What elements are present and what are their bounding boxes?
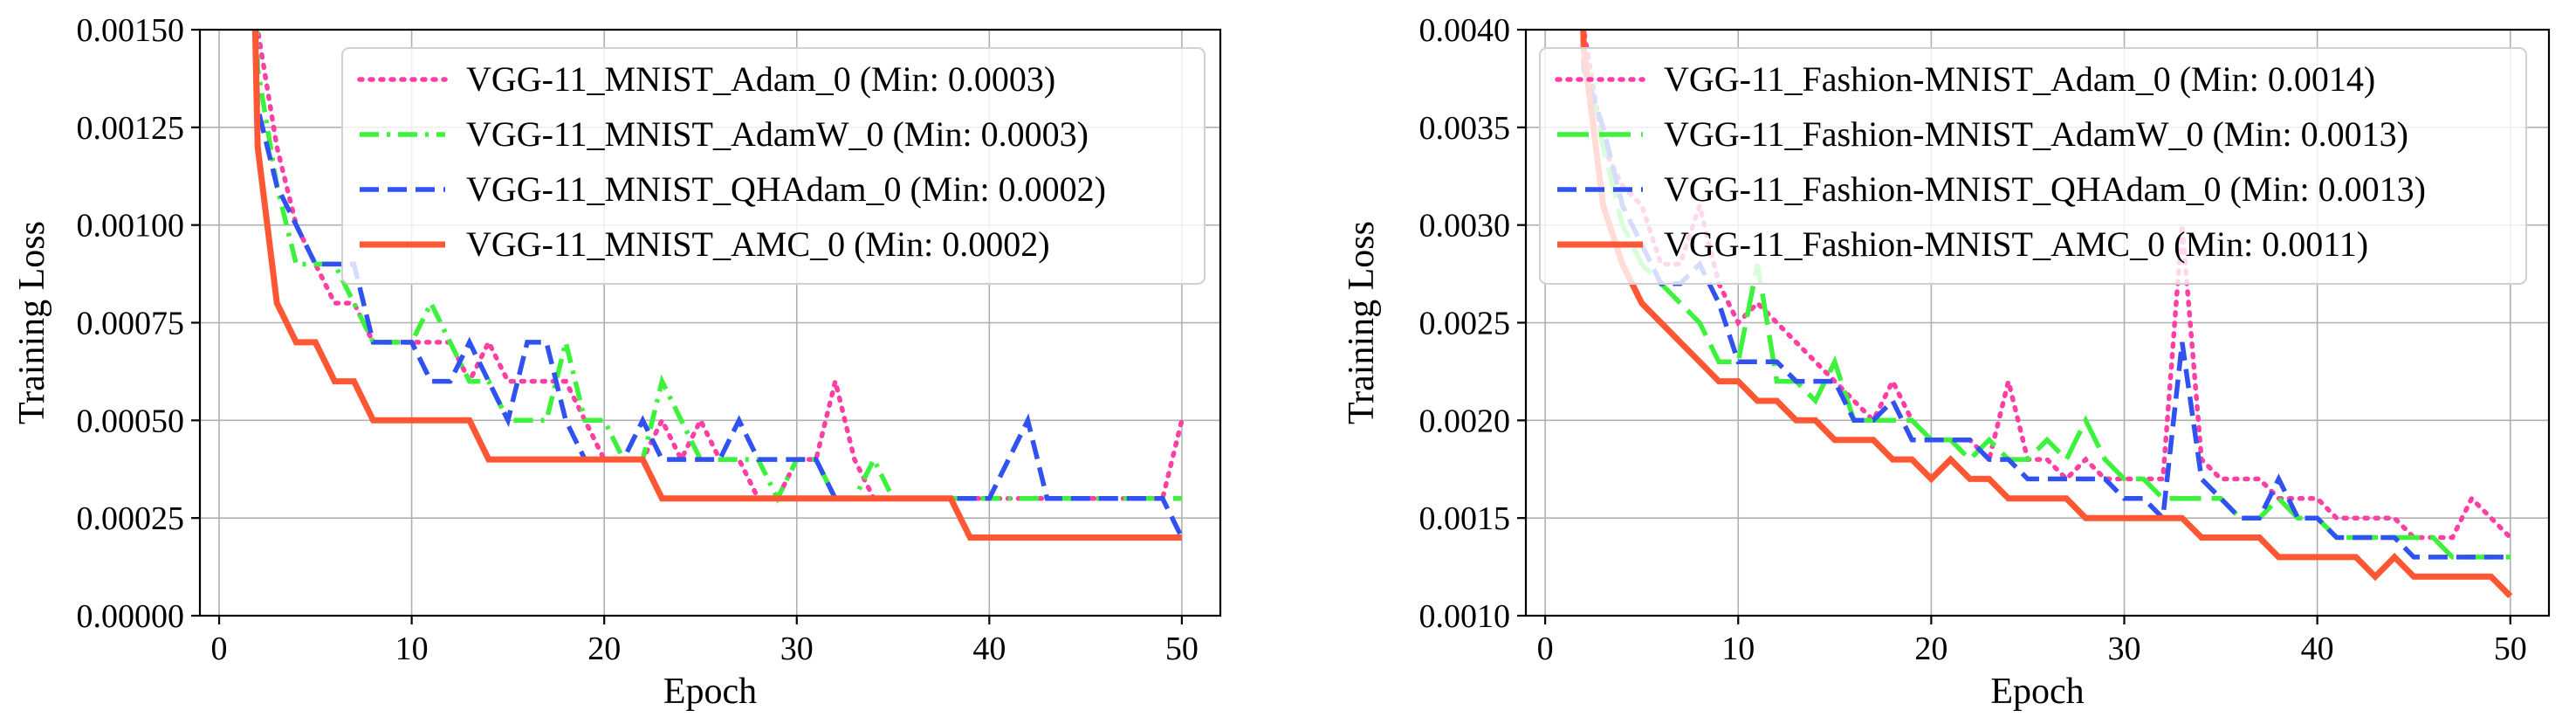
x-tick-label: 50 — [2494, 631, 2527, 667]
legend-label-3: VGG-11_Fashion-MNIST_AMC_0 (Min: 0.0011) — [1664, 224, 2368, 264]
y-tick-label: 0.00000 — [77, 598, 185, 635]
x-tick-label: 10 — [1721, 631, 1755, 667]
series-line-2 — [253, 30, 1185, 539]
y-tick-label: 0.0025 — [1419, 306, 1511, 342]
y-tick-label: 0.00125 — [77, 110, 185, 147]
series-line-2 — [1580, 30, 2511, 560]
x-tick-label: 0 — [211, 631, 228, 667]
legend: VGG-11_Fashion-MNIST_Adam_0 (Min: 0.0014… — [1539, 47, 2527, 285]
plot-frame — [198, 28, 1222, 617]
series-line-0 — [1581, 30, 2513, 541]
legend: VGG-11_MNIST_Adam_0 (Min: 0.0003) VGG-11_… — [341, 47, 1206, 285]
y-tick-label: 0.0020 — [1419, 403, 1511, 439]
y-tick-label: 0.0010 — [1419, 598, 1511, 635]
x-tick-label: 10 — [395, 631, 429, 667]
legend-label-2: VGG-11_MNIST_QHAdam_0 (Min: 0.0002) — [466, 169, 1106, 209]
y-tick-label: 0.0015 — [1419, 500, 1511, 537]
legend-label-1: VGG-11_MNIST_AdamW_0 (Min: 0.0003) — [466, 114, 1089, 154]
plot-frame — [1524, 28, 2551, 617]
y-tick-label: 0.0040 — [1419, 12, 1511, 49]
x-axis-label: Epoch — [1990, 672, 2084, 712]
x-tick-label: 40 — [972, 631, 1006, 667]
x-tick-label: 30 — [780, 631, 814, 667]
x-tick-label: 0 — [1537, 631, 1554, 667]
y-tick-label: 0.00075 — [77, 306, 185, 342]
series-group — [251, 30, 1185, 541]
y-tick-label: 0.0030 — [1419, 208, 1511, 245]
legend-box — [1539, 47, 2527, 285]
x-tick-label: 40 — [2301, 631, 2334, 667]
series-line-1 — [1581, 30, 2511, 560]
legend-label-0: VGG-11_Fashion-MNIST_Adam_0 (Min: 0.0014… — [1664, 59, 2375, 99]
x-tick-label: 20 — [587, 631, 621, 667]
legend-label-0: VGG-11_MNIST_Adam_0 (Min: 0.0003) — [466, 59, 1055, 99]
chart-panel-fashion-mnist: 0 10 20 30 40 50 0.0010 0.0015 0.0020 0.0025 0.003… — [1342, 12, 2551, 712]
x-tick-label: 20 — [1914, 631, 1947, 667]
y-axis-label: Training Loss — [12, 221, 52, 424]
legend-label-2: VGG-11_Fashion-MNIST_QHAdam_0 (Min: 0.00… — [1664, 169, 2426, 209]
y-tick-label: 0.00025 — [77, 500, 185, 537]
series-line-3 — [1580, 30, 2513, 599]
x-tick-label: 50 — [1165, 631, 1199, 667]
y-axis-label: Training Loss — [1342, 221, 1382, 424]
series-group — [1580, 30, 2513, 599]
series-line-3 — [251, 30, 1182, 541]
x-tick-label: 30 — [2108, 631, 2141, 667]
y-tick-label: 0.00050 — [77, 403, 185, 439]
chart-panel-mnist: 0 10 20 30 40 50 0.00000 0.00025 0.00050 0.00075 0… — [12, 12, 1222, 712]
legend-box — [341, 47, 1206, 285]
y-tick-label: 0.0035 — [1419, 110, 1511, 147]
x-axis-label: Epoch — [663, 672, 757, 712]
legend-label-1: VGG-11_Fashion-MNIST_AdamW_0 (Min: 0.001… — [1664, 114, 2408, 154]
y-tick-label: 0.00150 — [77, 12, 185, 49]
y-tick-label: 0.00100 — [77, 208, 185, 245]
legend-label-3: VGG-11_MNIST_AMC_0 (Min: 0.0002) — [466, 224, 1050, 264]
